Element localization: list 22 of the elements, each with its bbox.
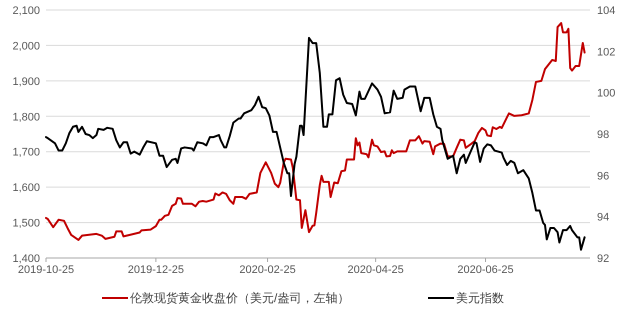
y2-tick-label: 92 xyxy=(597,253,610,265)
legend-label: 美元指数 xyxy=(456,291,504,305)
y2-tick-label: 94 xyxy=(597,212,610,224)
y2-tick-label: 104 xyxy=(597,5,616,17)
y-tick-label: 1,700 xyxy=(12,146,40,159)
x-tick-label: 2020-02-25 xyxy=(239,264,296,276)
y-tick-label: 2,000 xyxy=(12,40,40,52)
y-tick-label: 1,800 xyxy=(12,111,40,124)
x-tick-label: 2019-10-25 xyxy=(18,264,74,276)
y-tick-label: 1,900 xyxy=(12,76,40,88)
y-tick-label: 1,600 xyxy=(12,182,40,194)
y2-tick-label: 96 xyxy=(597,170,610,182)
y-tick-label: 1,400 xyxy=(12,253,40,265)
x-tick-label: 2020-06-25 xyxy=(457,264,514,276)
x-tick-label: 2020-04-25 xyxy=(348,264,404,276)
y-tick-label: 2,100 xyxy=(12,5,40,17)
y2-tick-label: 98 xyxy=(597,129,610,141)
legend-label: 伦敦现货黄金收盘价（美元/盎司，左轴） xyxy=(130,291,350,305)
y2-tick-label: 100 xyxy=(597,88,616,100)
y-tick-label: 1,500 xyxy=(12,218,40,230)
x-tick-label: 2019-12-25 xyxy=(128,264,184,276)
y2-tick-label: 102 xyxy=(597,46,616,58)
